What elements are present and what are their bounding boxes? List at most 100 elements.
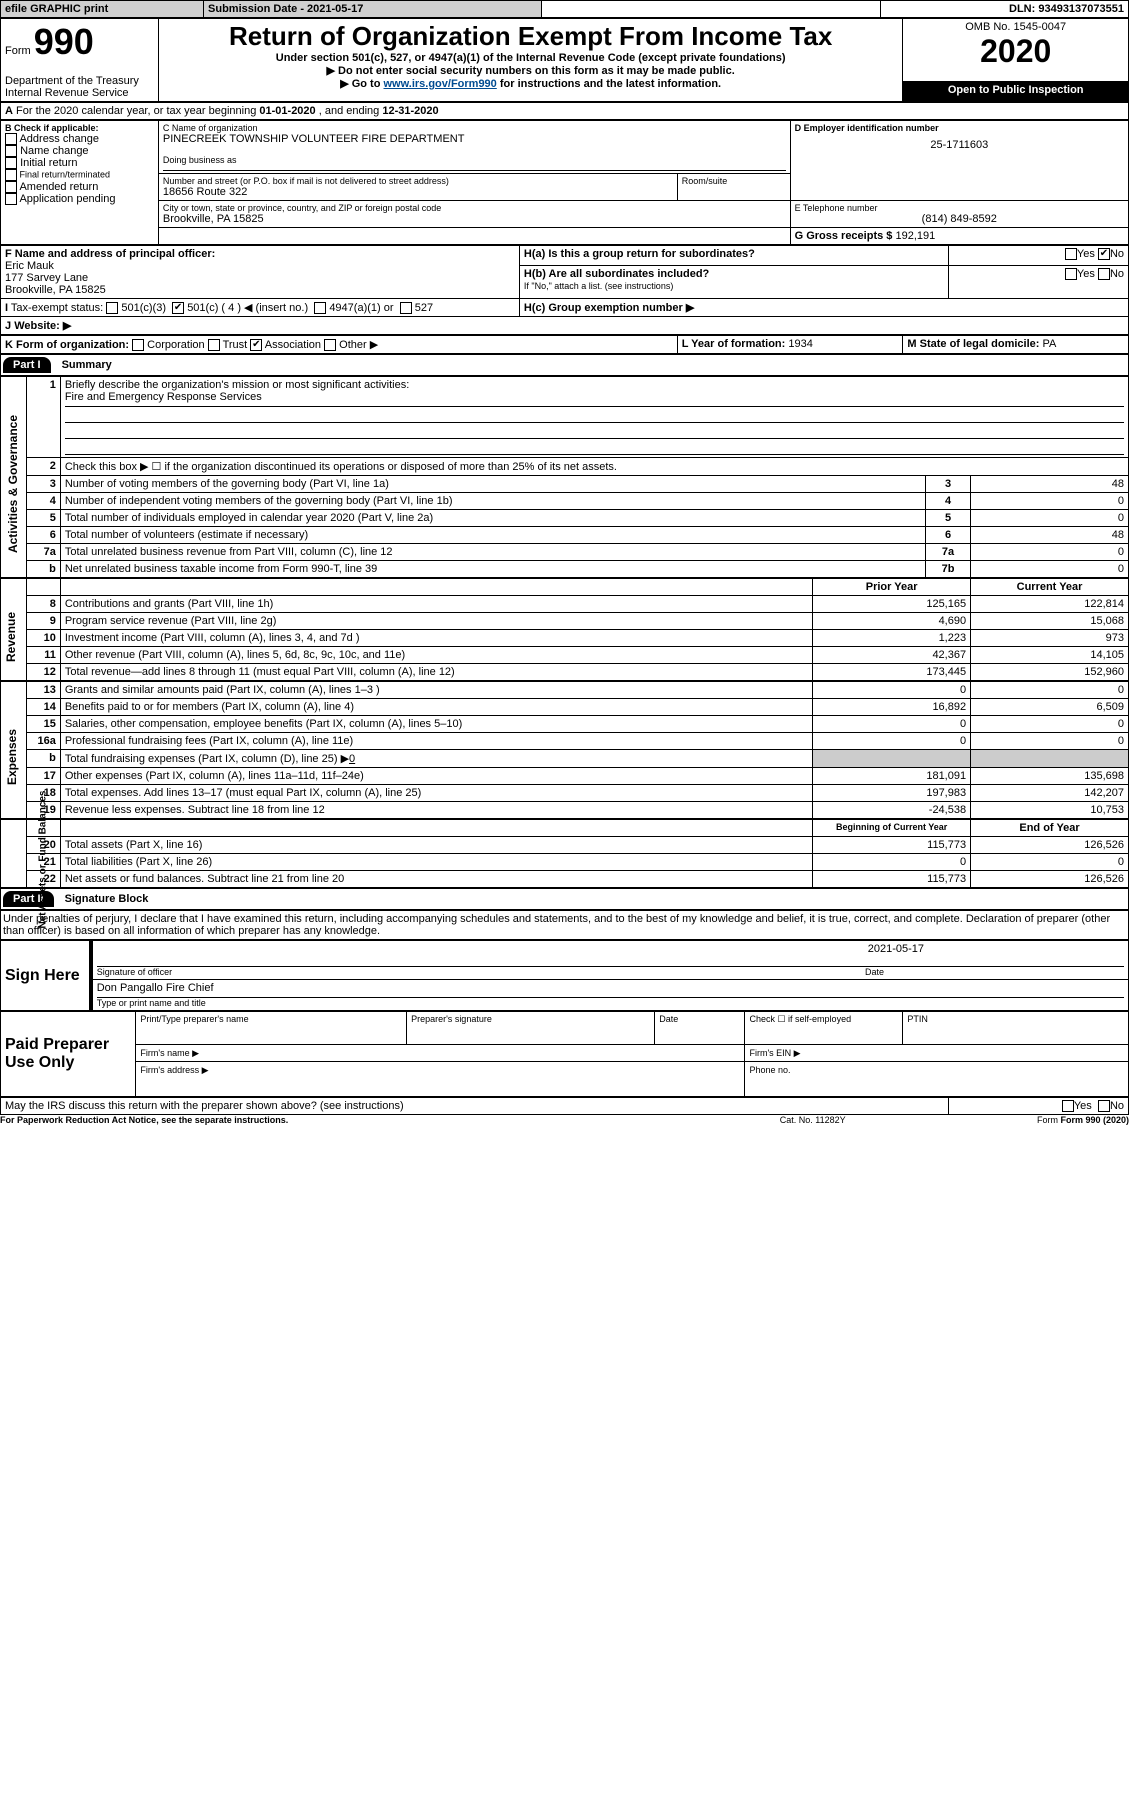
l22-label: Net assets or fund balances. Subtract li… [60,871,812,888]
l11-prior: 42,367 [813,647,971,664]
typeprint-label: Type or print name and title [97,998,1124,1008]
sig-officer-label: Signature of officer [97,967,172,977]
l16a-curr: 0 [971,733,1129,750]
entity-block: B Check if applicable: Address change Na… [0,120,1129,245]
line5-label: Total number of individuals employed in … [60,510,925,527]
part2-header: Part II Signature Block [0,888,1129,910]
discuss-no[interactable] [1098,1100,1110,1112]
firm-addr-label: Firm's address ▶ [140,1065,208,1075]
gross-receipts: 192,191 [895,230,935,242]
l19-curr: 10,753 [971,802,1129,819]
submission-date: Submission Date - 2021-05-17 [208,3,363,15]
form-number: 990 [34,21,94,62]
form-title: Return of Organization Exempt From Incom… [163,21,898,52]
ha-no[interactable]: ✔ [1098,248,1110,260]
l19-prior: -24,538 [813,802,971,819]
l22-curr: 126,526 [971,871,1129,888]
l-label: L Year of formation: [682,338,789,350]
line5-val: 0 [971,510,1129,527]
cb-application-pending[interactable]: Application pending [5,193,154,205]
sign-here-block: Sign Here 2021-05-17 Signature of office… [0,940,1129,1011]
cb-501c3[interactable] [106,302,118,314]
dept-treasury: Department of the Treasury [5,75,154,87]
dba-label: Doing business as [163,155,786,171]
cb-501c[interactable]: ✔ [172,302,184,314]
cb-amended-return[interactable]: Amended return [5,181,154,193]
cb-final-return[interactable]: Final return/terminated [5,169,154,181]
officer-name-title: Don Pangallo Fire Chief [97,982,1124,998]
l11-label: Other revenue (Part VIII, column (A), li… [60,647,812,664]
activities-governance: Activities & Governance 1 Briefly descri… [0,376,1129,578]
pp-check-label[interactable]: Check ☐ if self-employed [749,1014,898,1025]
eoy-hdr: End of Year [971,820,1129,837]
f-officer-label: F Name and address of principal officer: [5,248,515,260]
l9-label: Program service revenue (Part VIII, line… [60,613,812,630]
l11-curr: 14,105 [971,647,1129,664]
l14-curr: 6,509 [971,699,1129,716]
l15-curr: 0 [971,716,1129,733]
l16a-prior: 0 [813,733,971,750]
pp-ptin-label: PTIN [907,1014,1124,1024]
hb-no[interactable] [1098,268,1110,280]
cb-4947[interactable] [314,302,326,314]
period-begin: 01-01-2020 [259,105,315,117]
street-label: Number and street (or P.O. box if mail i… [163,176,673,186]
side-expenses: Expenses [5,729,19,785]
firm-ein-label: Firm's EIN ▶ [749,1048,800,1058]
ha-yes[interactable] [1065,248,1077,260]
phone: (814) 849-8592 [795,213,1124,225]
pra-notice: For Paperwork Reduction Act Notice, see … [0,1115,729,1125]
line3-val: 48 [971,476,1129,493]
current-year-hdr: Current Year [971,579,1129,596]
discuss-yes[interactable] [1062,1100,1074,1112]
hb-label: H(b) Are all subordinates included? [524,268,709,280]
form-label: Form [5,45,31,57]
paid-preparer-label: Paid Preparer Use Only [5,1036,131,1072]
cb-assoc[interactable]: ✔ [250,339,262,351]
l20-label: Total assets (Part X, line 16) [60,837,812,854]
warn2-pre: ▶ Go to [340,78,383,90]
line-a: A For the 2020 calendar year, or tax yea… [0,102,1129,120]
revenue-block: Revenue Prior Year Current Year 8Contrib… [0,578,1129,681]
open-to-public: Open to Public Inspection [903,82,1129,102]
l17-curr: 135,698 [971,768,1129,785]
cb-initial-return[interactable]: Initial return [5,157,154,169]
l13-prior: 0 [813,682,971,699]
klm-block: K Form of organization: Corporation Trus… [0,335,1129,354]
sign-here-label: Sign Here [5,967,85,985]
cb-other[interactable] [324,339,336,351]
part1-header: Part I Summary [0,354,1129,376]
instructions-link[interactable]: www.irs.gov/Form990 [384,78,497,90]
firm-name-label: Firm's name ▶ [140,1048,199,1058]
cat-no: Cat. No. 11282Y [729,1115,896,1125]
dln: DLN: 93493137073551 [1009,3,1124,15]
hb-yes[interactable] [1065,268,1077,280]
part2-title: Signature Block [65,893,149,905]
l18-prior: 197,983 [813,785,971,802]
netassets-block: Net Assets or Fund Balances Beginning of… [0,819,1129,888]
l14-label: Benefits paid to or for members (Part IX… [60,699,812,716]
l12-prior: 173,445 [813,664,971,681]
perjury-text: Under penalties of perjury, I declare th… [0,910,1129,940]
cb-trust[interactable] [208,339,220,351]
cb-address-change[interactable]: Address change [5,133,154,145]
line6-val: 48 [971,527,1129,544]
footer-form: Form 990 (2020) [1060,1115,1129,1125]
cb-527[interactable] [400,302,412,314]
l10-curr: 973 [971,630,1129,647]
line3-label: Number of voting members of the governin… [60,476,925,493]
cb-corp[interactable] [132,339,144,351]
hb-note: If "No," attach a list. (see instruction… [524,281,673,291]
form-subtitle: Under section 501(c), 527, or 4947(a)(1)… [163,52,898,64]
side-netassets: Net Assets or Fund Balances [37,790,48,928]
irs-label: Internal Revenue Service [5,87,154,99]
period-pre: For the 2020 calendar year, or tax year … [16,105,259,117]
efile-label[interactable]: efile GRAPHIC print [5,3,108,15]
c-name-label: C Name of organization [163,123,786,133]
cb-name-change[interactable]: Name change [5,145,154,157]
l10-label: Investment income (Part VIII, column (A)… [60,630,812,647]
side-activities: Activities & Governance [6,415,20,553]
l9-prior: 4,690 [813,613,971,630]
year-formation: 1934 [788,338,812,350]
footer-row: For Paperwork Reduction Act Notice, see … [0,1115,1129,1125]
